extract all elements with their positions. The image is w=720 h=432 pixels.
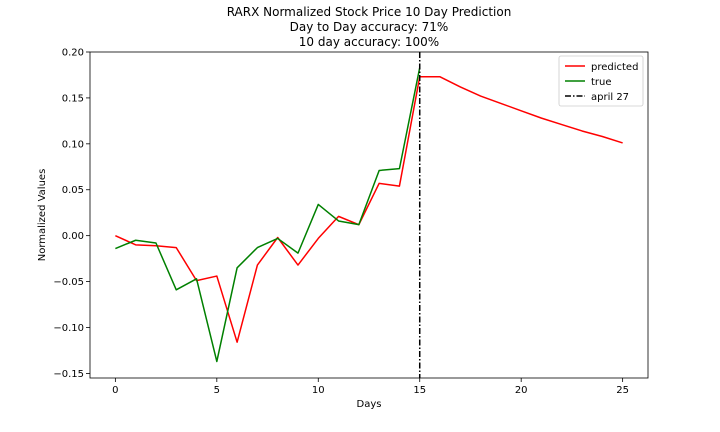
y-tick-label: −0.15 bbox=[53, 369, 84, 380]
legend-box bbox=[558, 55, 644, 107]
y-axis-label: Normalized Values bbox=[37, 169, 48, 262]
y-tick-label: 0.15 bbox=[62, 93, 84, 104]
chart-title-line-2: Day to Day accuracy: 71% bbox=[290, 20, 449, 34]
legend-label-vline: april 27 bbox=[591, 92, 629, 103]
x-tick-label: 25 bbox=[616, 385, 629, 396]
x-tick-label: 10 bbox=[312, 385, 325, 396]
plot-frame bbox=[89, 51, 649, 379]
legend-label-predicted: predicted bbox=[591, 62, 638, 73]
x-tick-label: 0 bbox=[112, 385, 118, 396]
y-tick-label: 0.20 bbox=[62, 48, 84, 59]
x-tick-label: 15 bbox=[413, 385, 426, 396]
axis-ticks: 0 5 10 15 20 25 −0.15 −0.10 −0.05 0.00 0.05 0.10 0.1… bbox=[53, 48, 629, 397]
series-line-predicted bbox=[115, 76, 623, 343]
x-axis-label: Days bbox=[357, 399, 382, 410]
chart-title-line-1: RARX Normalized Stock Price 10 Day Predi… bbox=[227, 5, 512, 19]
y-tick-label: 0.05 bbox=[62, 185, 84, 196]
y-tick-label: 0.10 bbox=[62, 139, 84, 150]
legend: predicted true april 27 bbox=[558, 55, 644, 107]
y-tick-label: −0.05 bbox=[53, 277, 84, 288]
x-tick-label: 20 bbox=[515, 385, 528, 396]
legend-label-true: true bbox=[591, 77, 612, 88]
x-tick-label: 5 bbox=[214, 385, 220, 396]
chart-title-line-3: 10 day accuracy: 100% bbox=[299, 35, 439, 49]
series-line-true bbox=[115, 67, 421, 363]
y-tick-label: 0.00 bbox=[62, 231, 84, 242]
y-tick-label: −0.10 bbox=[53, 323, 84, 334]
plot-area bbox=[115, 52, 623, 378]
